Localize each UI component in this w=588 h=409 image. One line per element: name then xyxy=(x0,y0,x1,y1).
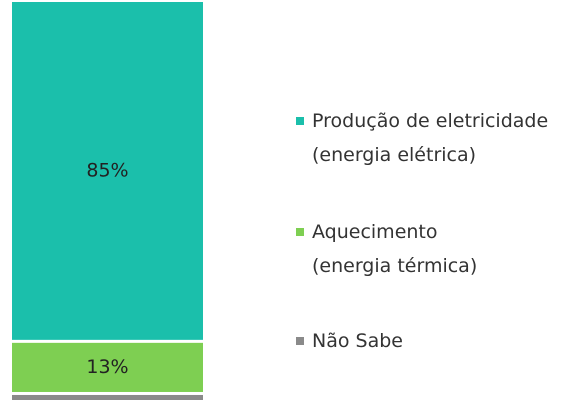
bar-segment xyxy=(12,394,203,400)
legend-swatch xyxy=(296,117,304,125)
legend-label: Produção de eletricidade (energia elétri… xyxy=(312,110,549,166)
legend-label: Não Sabe xyxy=(312,330,403,352)
legend-item: Não Sabe xyxy=(296,324,403,358)
bar-segment xyxy=(12,342,203,392)
legend-item: Aquecimento (energia térmica) xyxy=(296,215,477,283)
legend-swatch xyxy=(296,228,304,236)
data-label: 85% xyxy=(86,159,128,181)
data-label: 13% xyxy=(86,356,128,378)
legend-item: Produção de eletricidade (energia elétri… xyxy=(296,104,548,172)
legend-swatch xyxy=(296,337,304,345)
bar-segment xyxy=(12,2,203,340)
legend-label: Aquecimento (energia térmica) xyxy=(312,221,478,277)
